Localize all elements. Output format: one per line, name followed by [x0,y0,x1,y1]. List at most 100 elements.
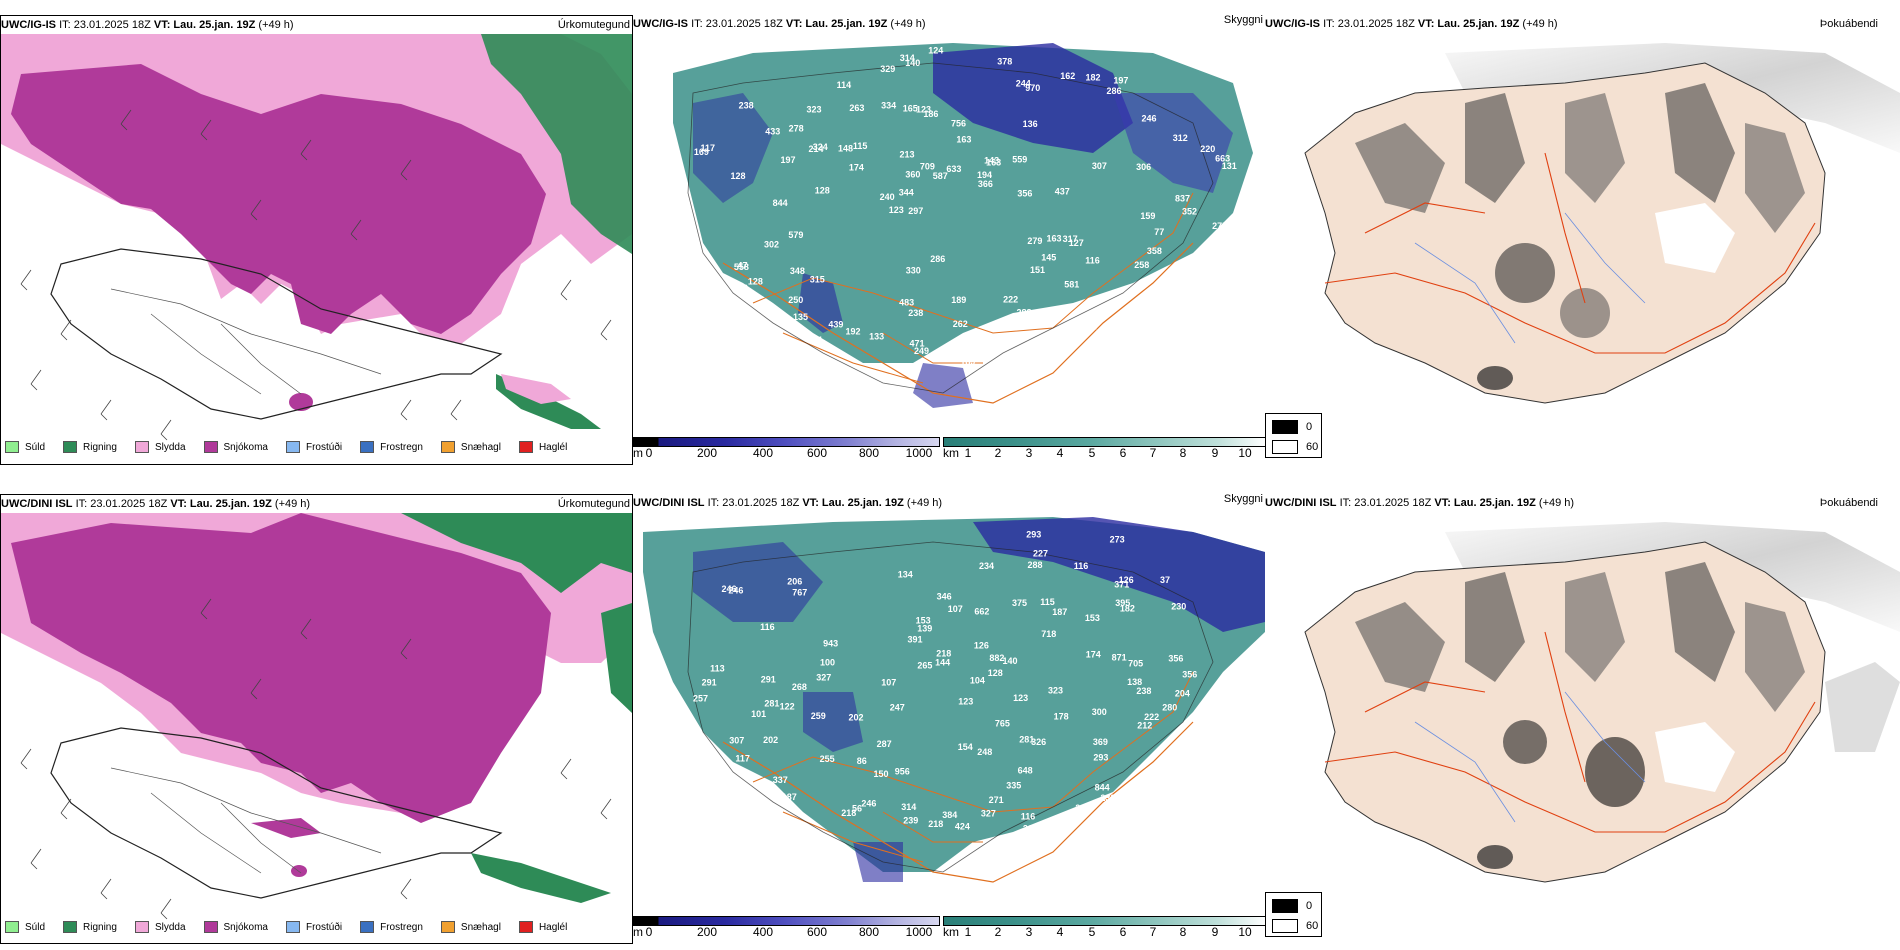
height-tick: 600 [806,446,828,460]
legend-item: Frostúði [285,921,343,933]
visibility-tick: 5 [1088,446,1096,460]
visibility-value: 192 [846,327,861,337]
fog-legend-swatch [1272,899,1298,913]
height-tick: 800 [858,925,880,939]
visibility-value: 358 [1147,246,1162,256]
visibility-value: 279 [1027,236,1042,246]
visibility-value: 134 [898,569,913,579]
visibility-value: 159 [1140,211,1155,221]
valid-time: Lau. 25.jan. 19Z [189,498,272,510]
visibility-value: 240 [880,192,895,202]
visibility-value: 133 [869,332,884,342]
visibility-value: 189 [951,295,966,305]
visibility-value: 326 [1031,737,1046,747]
legend-item: Súld [5,441,45,453]
legend-label: Rigning [83,441,117,453]
visibility-value: 220 [1200,144,1215,154]
height-colorbar: m 0 200 400 600 800 1000 [633,437,940,460]
visibility-value: 882 [989,653,1004,663]
visibility-value: 250 [788,295,803,305]
valid-time: Lau. 25.jan. 19Z [1437,18,1520,30]
visibility-value: 140 [1003,656,1018,666]
visibility-value: 559 [1012,154,1027,164]
visibility-value: 165 [903,103,918,113]
precip-type-map [1,34,632,446]
visibility-value: 104 [970,676,985,686]
visibility-value: 327 [816,673,831,683]
fog-legend-label: 0 [1306,900,1313,912]
visibility-value: 291 [761,674,776,684]
valid-label: VT: [170,498,187,510]
model-name: UWC/DINI ISL [1265,497,1337,509]
visibility-value: 182 [1120,603,1135,613]
visibility-value: 437 [1055,187,1070,197]
visibility-value: 169 [694,147,709,157]
height-tick: 0 [645,925,653,939]
visibility-value: 633 [946,164,961,174]
visibility-value: 998 [733,283,748,293]
visibility-value: 204 [1175,689,1190,699]
visibility-value: 329 [880,64,895,74]
visibility-value: 281 [1019,735,1034,745]
visibility-value: 128 [748,276,763,286]
visibility-tick: 6 [1119,925,1127,939]
visibility-value: 101 [751,709,766,719]
visibility-value: 239 [903,816,918,826]
visibility-value: 767 [792,588,807,598]
valid-label: VT: [1417,18,1435,30]
fog-legend-label: 60 [1306,920,1319,932]
visibility-value: 230 [1171,602,1186,612]
valid-label: VT: [153,19,171,31]
height-tick: 1000 [905,446,933,460]
visibility-value: 581 [1064,279,1079,289]
legend-swatch [285,921,300,933]
legend-swatch [285,441,300,453]
init-time: IT: 23.01.2025 18Z [1339,497,1432,509]
visibility-value: 148 [838,143,853,153]
visibility-value: 271 [989,795,1004,805]
panel-header: UWC/DINI ISL IT: 23.01.2025 18Z VT: Lau.… [633,494,1265,512]
visibility-value: 265 [917,661,932,671]
visibility-value: 356 [1017,189,1032,199]
visibility-value: 356 [1182,670,1197,680]
valid-time: Lau. 25.jan. 19Z [1453,497,1536,509]
visibility-value: 247 [890,703,905,713]
visibility-value: 314 [900,53,915,63]
visibility-value: 287 [877,739,892,749]
height-unit: m [633,446,643,460]
visibility-value: 648 [1018,766,1033,776]
visibility-value: 286 [930,254,945,264]
lead-time: (+49 h) [258,19,294,31]
height-tick: 800 [858,446,880,460]
panel-title: Úrkomutegund [557,19,630,31]
visibility-value: 128 [731,171,746,181]
legend-item: Slydda [134,441,186,453]
init-time: IT: 23.01.2025 18Z [691,18,783,30]
visibility-value: 306 [1136,162,1151,172]
visibility-value: 288 [1028,560,1043,570]
visibility-value: 263 [1023,823,1038,833]
height-tick: 1000 [905,925,933,939]
visibility-value: 273 [1110,535,1125,545]
fog-legend-swatch [1272,919,1298,933]
visibility-value: 124 [928,46,943,56]
legend-item: Haglél [518,921,567,933]
legend-swatch [440,921,455,933]
legend-label: Snjókoma [223,441,268,453]
legend-item: Frostregn [360,921,423,933]
visibility-value: 202 [763,735,778,745]
visibility-value: 107 [881,677,896,687]
valid-label: VT: [1434,497,1451,509]
legend-label: Frostúði [305,441,343,453]
visibility-value: 246 [728,585,743,595]
panel-header: UWC/IG-IS IT: 23.01.2025 18Z VT: Lau. 25… [633,15,1265,33]
lead-time: (+49 h) [906,497,943,509]
visibility-value: 213 [900,150,915,160]
init-time: IT: 23.01.2025 18Z [1323,18,1415,30]
visibility-value: 194 [977,170,992,180]
legend-label: Frostúði [305,921,343,933]
visibility-value: 116 [1085,256,1100,266]
visibility-value: 86 [857,756,867,766]
valid-time: Lau. 25.jan. 19Z [173,19,256,31]
valid-time: Lau. 25.jan. 19Z [805,18,888,30]
